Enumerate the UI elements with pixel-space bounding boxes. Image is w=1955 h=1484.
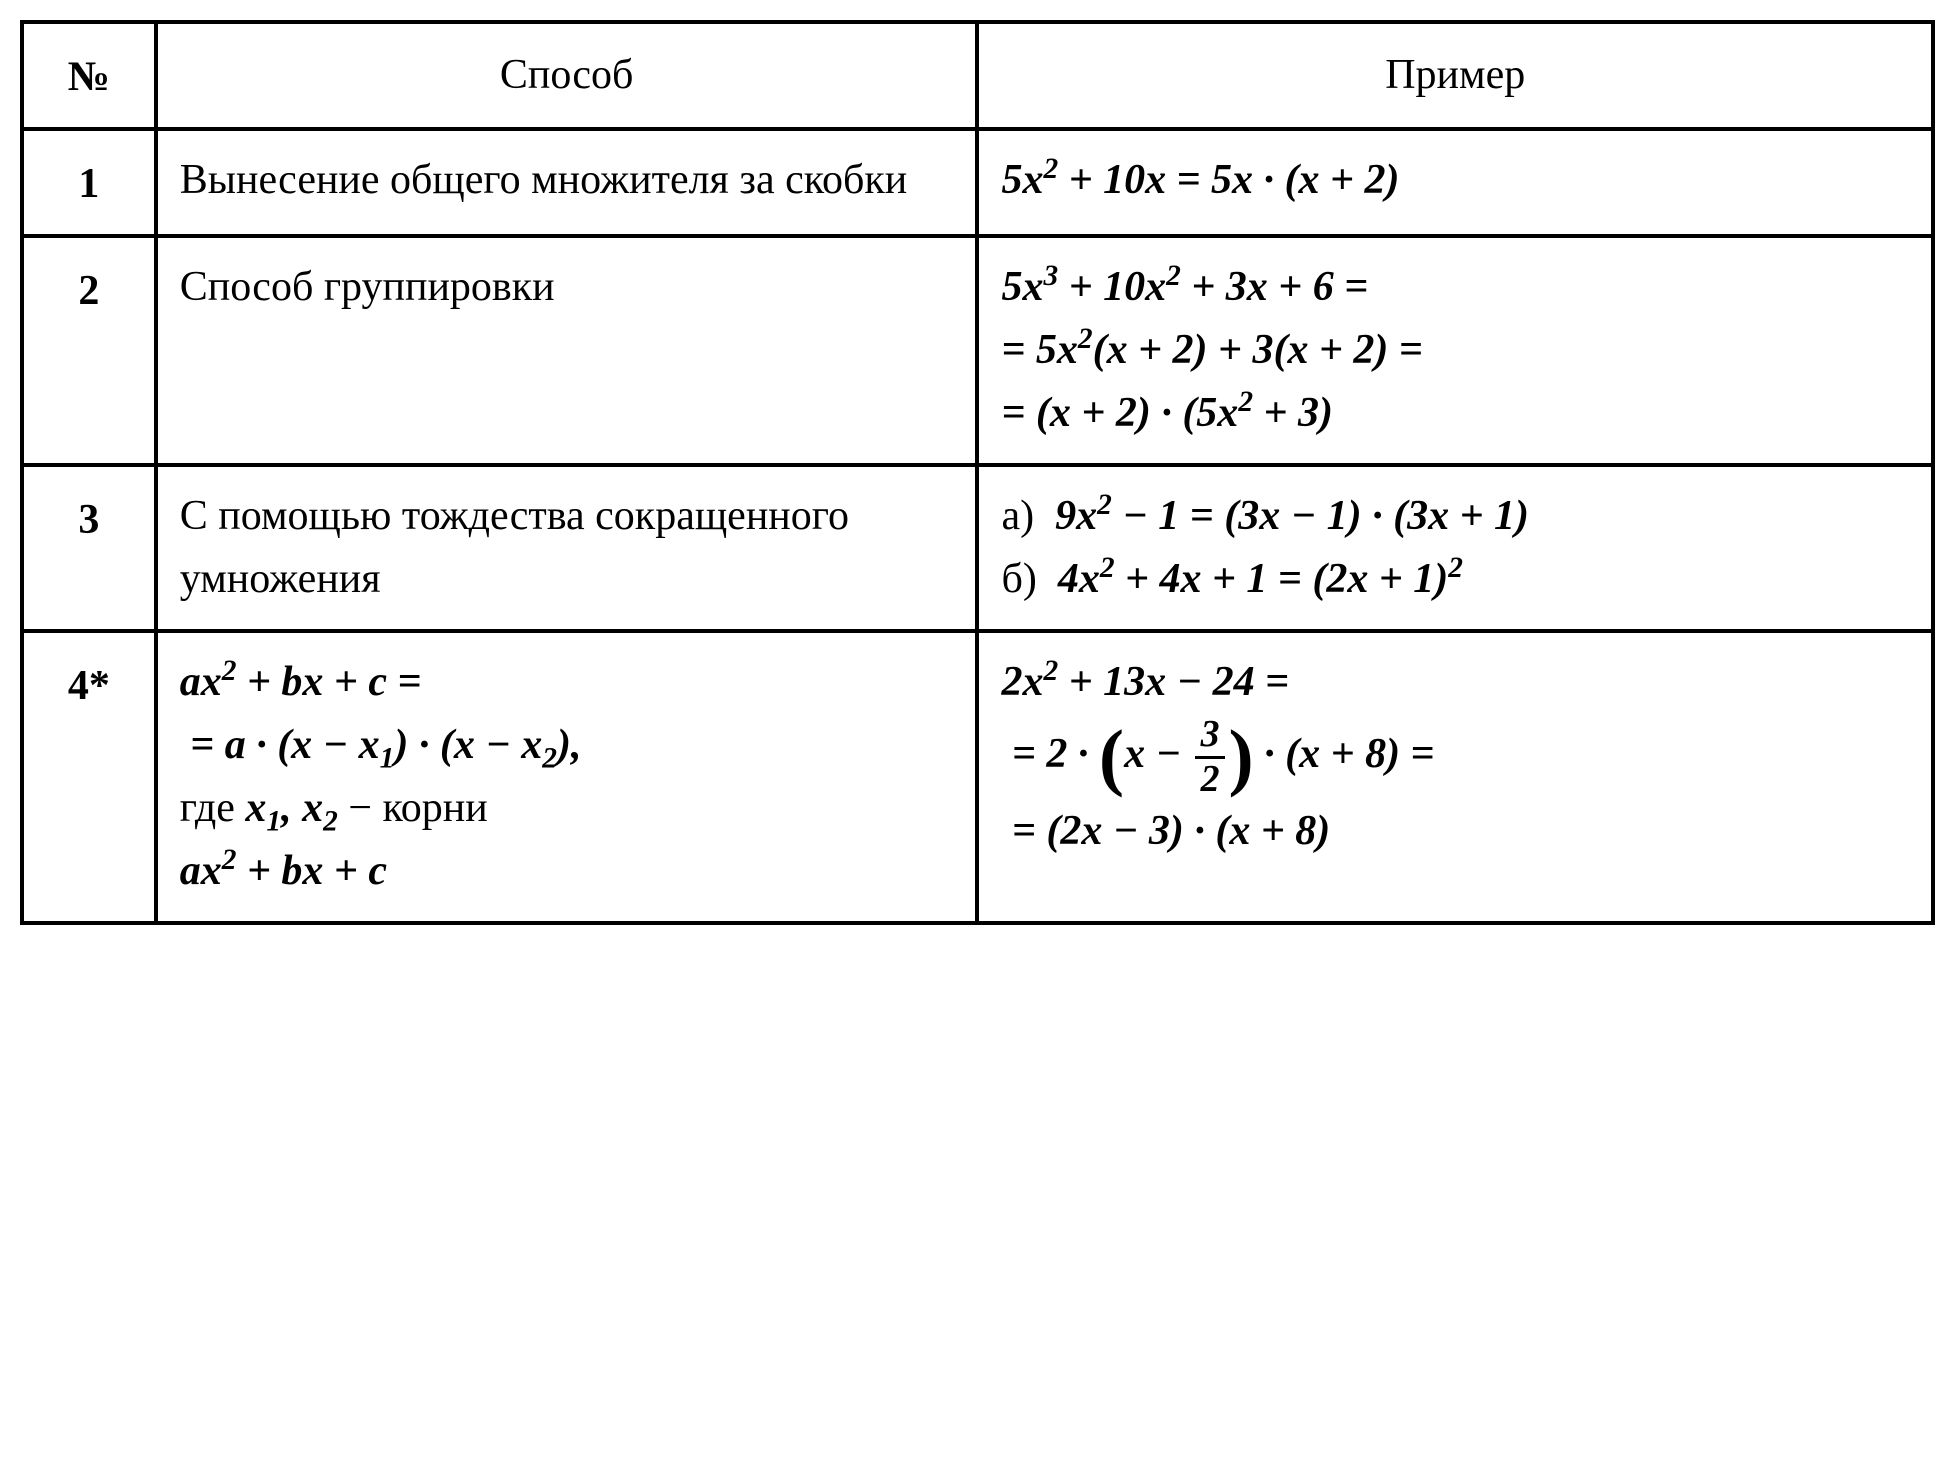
row-example: а) 9x2 − 1 = (3x − 1) · (3x + 1)б) 4x2 +… bbox=[977, 465, 1933, 631]
methods-table: № Способ Пример 1 Вынесение общего множи… bbox=[20, 20, 1935, 925]
table-row: 4* ax2 + bx + c = = a · (x − x1) · (x − … bbox=[22, 631, 1933, 923]
row-method: ax2 + bx + c = = a · (x − x1) · (x − x2)… bbox=[156, 631, 978, 923]
table-row: 1 Вынесение общего множителя за скобки 5… bbox=[22, 129, 1933, 236]
table-row: 3 С помощью тождества сокращенного умнож… bbox=[22, 465, 1933, 631]
header-num: № bbox=[22, 22, 156, 129]
row-num: 3 bbox=[22, 465, 156, 631]
table-body: 1 Вынесение общего множителя за скобки 5… bbox=[22, 129, 1933, 923]
table-row: 2 Способ группировки 5x3 + 10x2 + 3x + 6… bbox=[22, 236, 1933, 465]
row-example: 5x2 + 10x = 5x · (x + 2) bbox=[977, 129, 1933, 236]
row-method: С помощью тождества сокращенного умножен… bbox=[156, 465, 978, 631]
row-num: 1 bbox=[22, 129, 156, 236]
row-num: 4* bbox=[22, 631, 156, 923]
row-method: Способ группировки bbox=[156, 236, 978, 465]
row-num: 2 bbox=[22, 236, 156, 465]
table-header-row: № Способ Пример bbox=[22, 22, 1933, 129]
row-example: 5x3 + 10x2 + 3x + 6 == 5x2(x + 2) + 3(x … bbox=[977, 236, 1933, 465]
header-method: Способ bbox=[156, 22, 978, 129]
row-example: 2x2 + 13x − 24 = = 2 · (x − 32) · (x + 8… bbox=[977, 631, 1933, 923]
row-method: Вынесение общего множителя за скобки bbox=[156, 129, 978, 236]
header-example: Пример bbox=[977, 22, 1933, 129]
